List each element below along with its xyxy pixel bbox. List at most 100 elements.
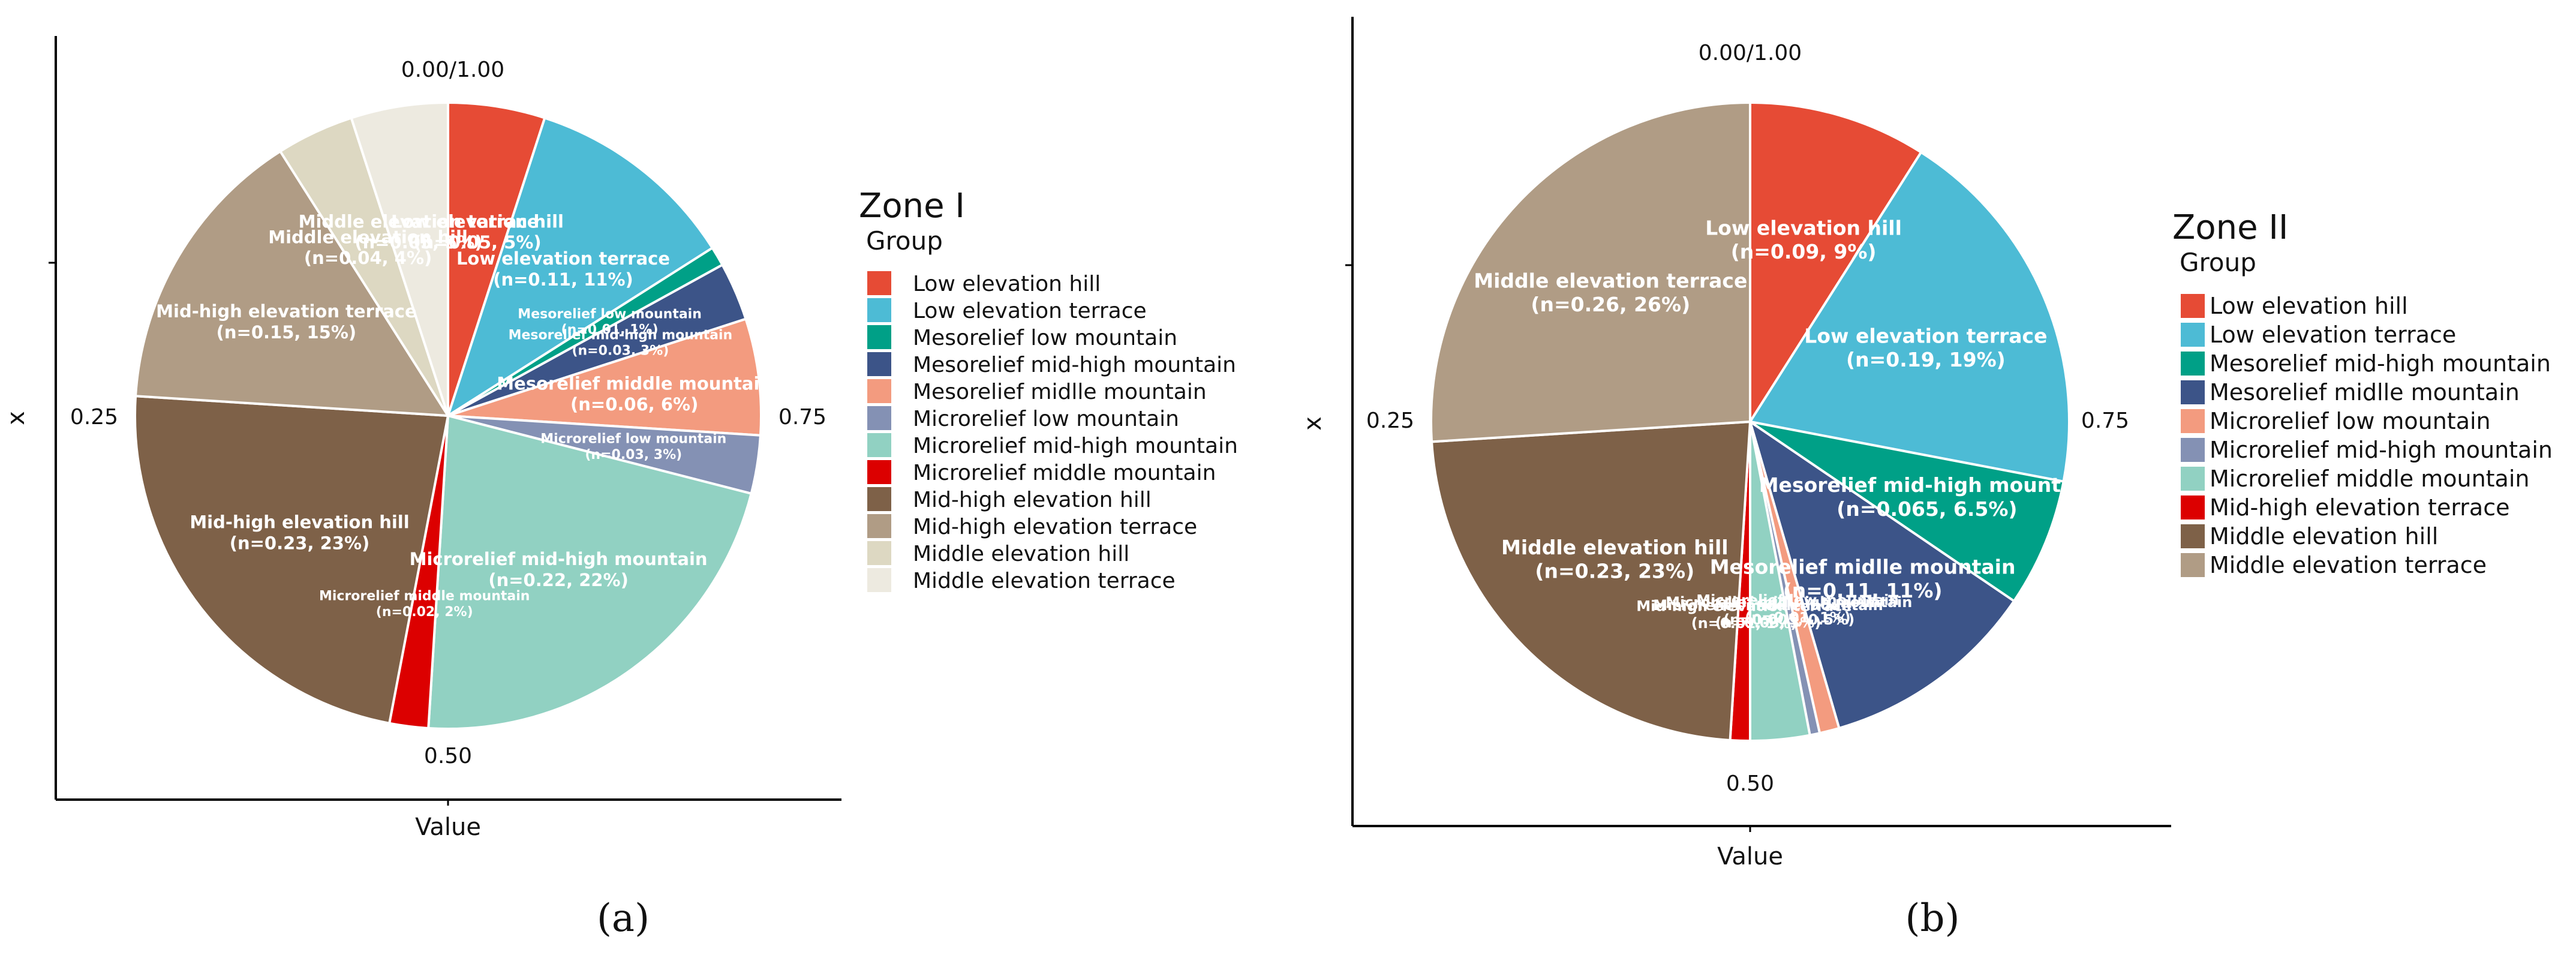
- slice-value-label: (n=0.19, 19%): [1846, 348, 2006, 371]
- direction-label-bottom: 0.50: [424, 744, 472, 768]
- slice-label: Mesorelief middle mountain: [497, 373, 772, 394]
- direction-label-top: 0.00/1.00: [1699, 41, 1802, 65]
- legend-entry: Low elevation terrace: [913, 299, 1147, 323]
- slice-label: Middle elevation terrace: [1474, 269, 1747, 293]
- slice-label: Mesorelief midlle mountain: [1710, 555, 2016, 578]
- slice-label: Middle elevation hill: [1501, 536, 1729, 559]
- slice-value-label: (n=0.01, 1%): [561, 323, 659, 338]
- slice-value-label: (n=0.05, 5%): [354, 232, 482, 253]
- slice-label: Mid-high elevation terrace: [156, 301, 416, 322]
- slice-label: Middle elevation terrace: [299, 211, 539, 232]
- legend-entry: Mesorelief midlle mountain: [913, 380, 1207, 404]
- legend-subtitle: Group: [866, 226, 943, 256]
- legend-entry: Middle elevation terrace: [913, 569, 1176, 593]
- legend-entry: Microrelief middle mountain: [913, 461, 1216, 485]
- slice-value-label: (n=0.03, 3%): [572, 344, 669, 359]
- slice-label: Low elevation hill: [391, 211, 564, 232]
- legend-subtitle: Group: [2180, 248, 2256, 277]
- legend-entry: Microrelief mid-high mountain: [2210, 437, 2553, 463]
- legend-swatch: [867, 298, 891, 322]
- slice-label: Mid-high elevation hill: [190, 512, 409, 533]
- legend-entry: Mesorelief mid-high mountain: [913, 353, 1236, 377]
- legend-swatch: [867, 433, 891, 457]
- slice-label: Mesorelief mid-high mountain: [509, 328, 733, 343]
- slice-value-label: (n=0.02, 2%): [376, 605, 473, 620]
- slice-label: Mesorelief mid-high mountain: [1759, 473, 2095, 497]
- pie-slice[interactable]: [1749, 101, 1923, 426]
- pie-slice[interactable]: [1748, 151, 2070, 483]
- legend-swatch: [2181, 352, 2205, 376]
- pie-slice[interactable]: [446, 116, 714, 419]
- panel-caption: (b): [1905, 896, 1960, 941]
- legend-swatch: [2181, 380, 2205, 404]
- pie-slice[interactable]: [134, 149, 450, 418]
- slice-value-label: (n=0.05, 5%): [413, 232, 541, 253]
- slice-value-label: (n=0.01, 1%): [1745, 609, 1851, 626]
- legend-swatch: [867, 487, 891, 511]
- direction-label-left: 0.25: [70, 405, 118, 430]
- slice-value-label: (n=0.04, 4%): [304, 248, 432, 268]
- pie-slice[interactable]: [1748, 419, 2016, 730]
- slice-value-label: (n=0.065, 6.5%): [1836, 497, 2017, 521]
- legend-entry: Low elevation terrace: [2210, 322, 2456, 348]
- pie-slice[interactable]: [447, 317, 762, 437]
- legend-swatch: [2181, 294, 2205, 318]
- slice-label: Microrelief mid-high mountain: [1666, 594, 1912, 611]
- slice-value-label: (n=0.03, 3%): [585, 448, 682, 463]
- slice-label: Microrelief mid-high mountain: [410, 549, 708, 569]
- legend-swatch: [867, 406, 891, 430]
- slice-label: Mesorelief low mountain: [518, 307, 702, 322]
- legend-swatch: [2181, 495, 2205, 519]
- x-axis-label: Value: [1717, 843, 1783, 870]
- legend-entry: Mesorelief midlle mountain: [2210, 379, 2520, 406]
- legend-swatch: [867, 514, 891, 538]
- legend-swatch: [867, 379, 891, 403]
- legend-entry: Mesorelief low mountain: [913, 326, 1177, 350]
- slice-label: Microrelief middle mountain: [319, 588, 530, 603]
- slice-value-label: (n=0.23, 23%): [230, 533, 370, 553]
- direction-label-right: 0.75: [778, 405, 826, 430]
- slice-label: Mid-high elevation terrace: [1636, 597, 1852, 614]
- pie-slice[interactable]: [1430, 101, 1751, 443]
- panel-caption: (a): [597, 896, 650, 941]
- legend-swatch: [2181, 467, 2205, 491]
- x-axis-label: Value: [415, 813, 481, 841]
- legend-swatch: [867, 271, 891, 295]
- legend-entry: Middle elevation hill: [2210, 523, 2438, 549]
- slice-value-label: (n=0.23, 23%): [1535, 559, 1694, 582]
- direction-label-right: 0.75: [2081, 409, 2129, 433]
- legend-title: Zone I: [859, 187, 965, 226]
- legend-entry: Mid-high elevation terrace: [913, 515, 1197, 539]
- pie-slice[interactable]: [427, 414, 753, 730]
- pie-slice[interactable]: [134, 395, 450, 725]
- slice-label: Low elevation hill: [1705, 217, 1902, 240]
- direction-label-left: 0.25: [1366, 409, 1414, 433]
- chart-panel-a: Low elevation hill(n=0.05, 5%)Low elevat…: [2, 36, 1238, 941]
- legend-swatch: [867, 541, 891, 565]
- slice-value-label: (n=0.005, 0.5%): [1723, 611, 1854, 628]
- slice-label: Microrelief middle mountain: [1653, 597, 1883, 614]
- legend-entry: Mid-high elevation terrace: [2210, 494, 2509, 521]
- slice-value-label: (n=0.03, 3%): [1715, 614, 1821, 631]
- legend-swatch: [2181, 524, 2205, 548]
- legend-swatch: [2181, 409, 2205, 433]
- legend-swatch: [867, 325, 891, 349]
- slice-value-label: (n=0.06, 6%): [570, 394, 698, 415]
- legend-entry: Microrelief mid-high mountain: [913, 434, 1238, 458]
- legend-entry: Microrelief middle mountain: [2210, 466, 2529, 492]
- slice-value-label: (n=0.22, 22%): [488, 570, 629, 590]
- legend-entry: Microrelief low mountain: [913, 407, 1179, 431]
- slice-label: Low elevation terrace: [456, 248, 670, 269]
- direction-label-bottom: 0.50: [1726, 771, 1774, 796]
- pie-slice[interactable]: [1749, 421, 2065, 603]
- legend-swatch: [867, 352, 891, 376]
- legend-entry: Low elevation hill: [2210, 293, 2408, 319]
- slice-value-label: (n=0.15, 15%): [217, 322, 357, 343]
- legend-title: Zone II: [2172, 208, 2288, 247]
- pie-slice[interactable]: [350, 101, 449, 416]
- y-axis-label: x: [2, 411, 30, 425]
- chart-panel-b: Low elevation hill(n=0.09, 9%)Low elevat…: [1299, 17, 2553, 941]
- pie-slice[interactable]: [1430, 420, 1752, 742]
